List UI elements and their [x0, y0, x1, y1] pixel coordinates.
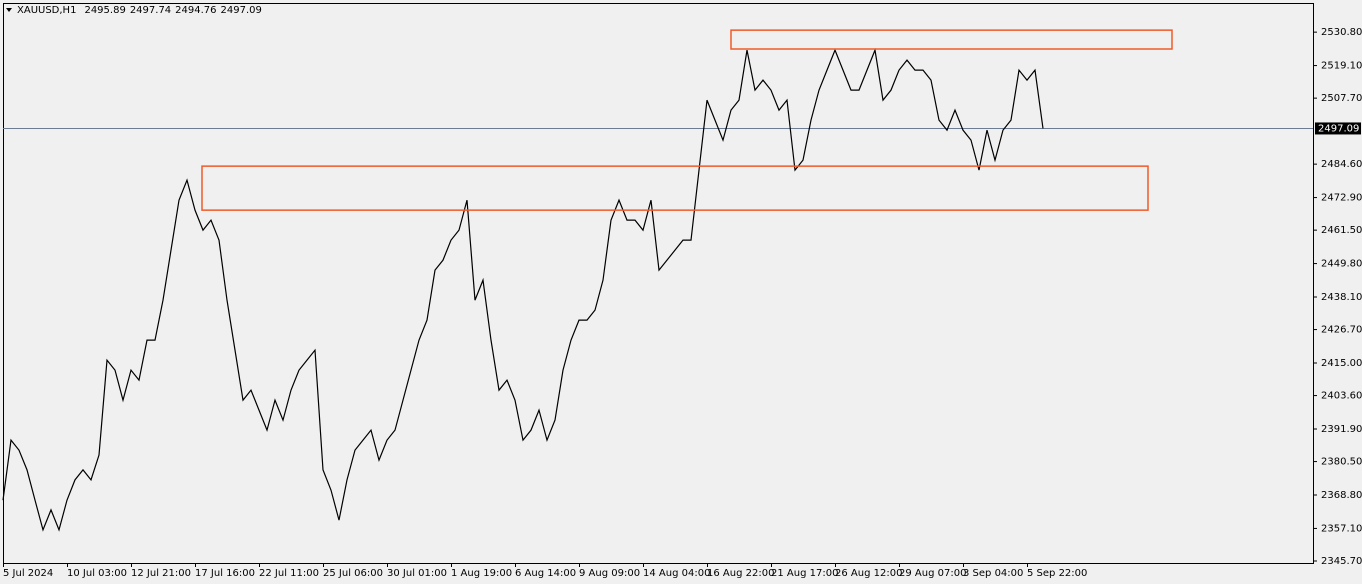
price-line — [2, 47, 1044, 532]
x-tick-label: 25 Jul 06:00 — [323, 568, 383, 579]
current-price-label: 2497.09 — [1318, 123, 1359, 134]
y-tick-label: 2438.10 — [1321, 292, 1362, 303]
x-tick-label: 6 Aug 14:00 — [515, 568, 576, 579]
y-tick-label: 2519.10 — [1321, 61, 1362, 72]
x-tick-label: 26 Aug 12:00 — [835, 568, 902, 579]
x-tick-label: 9 Aug 09:00 — [579, 568, 640, 579]
zone-box — [730, 29, 1173, 50]
y-tick-label: 2484.60 — [1321, 159, 1362, 170]
y-tick-label: 2415.00 — [1321, 358, 1362, 369]
x-tick-label: 29 Aug 07:00 — [899, 568, 966, 579]
y-tick-label: 2472.90 — [1321, 193, 1362, 204]
y-tick-label: 2507.70 — [1321, 93, 1362, 104]
ohlc-value: 2497.74 — [130, 5, 171, 16]
y-tick-label: 2403.60 — [1321, 391, 1362, 402]
x-tick-label: 16 Aug 22:00 — [707, 568, 774, 579]
ohlc-value: 2495.89 — [84, 5, 125, 16]
ohlc-value: 2497.09 — [221, 5, 262, 16]
y-tick-label: 2449.80 — [1321, 259, 1362, 270]
y-tick-label: 2530.80 — [1321, 27, 1362, 38]
x-tick-label: 1 Aug 19:00 — [451, 568, 512, 579]
ohlc-value: 2494.76 — [175, 5, 216, 16]
x-tick-label: 21 Aug 17:00 — [771, 568, 838, 579]
current-price-box — [1315, 122, 1361, 135]
symbol: XAUUSD,H1 — [17, 5, 76, 16]
y-tick-label: 2461.50 — [1321, 225, 1362, 236]
y-tick-label: 2345.70 — [1321, 556, 1362, 567]
x-tick-label: 17 Jul 16:00 — [195, 568, 255, 579]
x-tick-label: 30 Jul 01:00 — [387, 568, 447, 579]
menu-arrow[interactable] — [6, 8, 12, 12]
zone-box — [201, 165, 1149, 211]
y-tick-label: 2380.50 — [1321, 457, 1362, 468]
x-tick-label: 22 Jul 11:00 — [259, 568, 319, 579]
y-tick-label: 2426.70 — [1321, 325, 1362, 336]
x-tick-label: 14 Aug 04:00 — [643, 568, 710, 579]
x-tick-label: 12 Jul 21:00 — [131, 568, 191, 579]
y-tick-label: 2357.10 — [1321, 523, 1362, 534]
plot-border — [3, 3, 1314, 564]
y-tick-label: 2391.90 — [1321, 424, 1362, 435]
x-tick-label: 5 Jul 2024 — [3, 568, 53, 579]
x-tick-label: 3 Sep 04:00 — [963, 568, 1023, 579]
x-tick-label: 5 Sep 22:00 — [1027, 568, 1087, 579]
x-tick-label: 10 Jul 03:00 — [67, 568, 127, 579]
y-tick-label: 2368.80 — [1321, 490, 1362, 501]
